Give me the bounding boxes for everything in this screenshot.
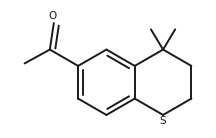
Text: O: O xyxy=(49,11,57,21)
Text: S: S xyxy=(160,116,166,126)
